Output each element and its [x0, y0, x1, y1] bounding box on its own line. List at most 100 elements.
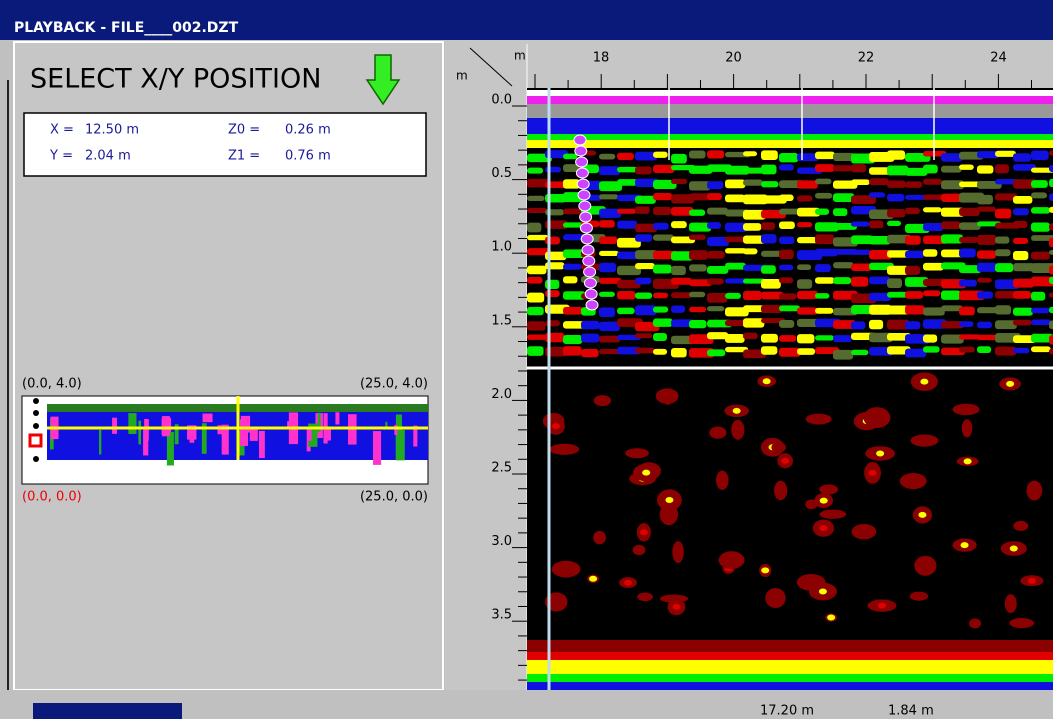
reflection — [552, 561, 581, 578]
band — [689, 320, 706, 328]
band — [815, 152, 835, 159]
band — [563, 154, 577, 160]
reflection — [969, 618, 981, 628]
band — [779, 320, 794, 328]
band — [1031, 180, 1048, 188]
band — [851, 179, 870, 185]
band — [761, 265, 776, 273]
band — [797, 264, 811, 270]
band — [599, 322, 620, 331]
band — [797, 307, 818, 314]
band — [707, 193, 722, 200]
band — [905, 251, 924, 258]
bottom-band — [527, 652, 1053, 660]
band — [905, 181, 922, 188]
map-spot — [167, 432, 174, 466]
band — [761, 334, 778, 343]
band — [1013, 221, 1027, 228]
band — [851, 277, 868, 287]
reflection — [920, 379, 928, 385]
band — [833, 335, 852, 342]
reflection — [660, 595, 688, 603]
band — [545, 167, 561, 173]
page: {"window": {"title": "PLAYBACK - FILE___… — [0, 0, 1053, 719]
band — [779, 222, 795, 229]
reflection — [961, 542, 969, 548]
band — [563, 276, 577, 283]
band — [1049, 237, 1053, 247]
reflection — [852, 524, 877, 539]
band — [1013, 153, 1031, 161]
band — [959, 347, 975, 353]
band — [617, 153, 634, 160]
band — [941, 166, 962, 173]
hyperbola — [580, 223, 592, 233]
map-spot — [203, 414, 213, 423]
reflection — [1006, 381, 1014, 387]
reflection — [962, 419, 972, 437]
band — [671, 266, 686, 275]
map-spot — [240, 419, 248, 446]
band — [977, 235, 997, 245]
band — [653, 265, 672, 274]
reflection — [552, 423, 560, 429]
hyperbola — [580, 212, 592, 222]
band — [653, 319, 673, 327]
band — [887, 194, 904, 202]
reflection — [1005, 594, 1017, 613]
band — [545, 237, 560, 245]
band — [635, 263, 655, 269]
band — [761, 181, 779, 187]
band — [1031, 192, 1047, 198]
band — [995, 249, 1010, 256]
band — [1049, 321, 1053, 330]
map-spot — [335, 412, 339, 424]
readout-value: 0.26 m — [285, 123, 331, 138]
band — [887, 221, 901, 226]
hyperbola — [584, 267, 596, 277]
surface — [527, 96, 1053, 104]
band — [671, 348, 687, 357]
band — [977, 322, 992, 329]
hyperbola — [586, 300, 598, 310]
distance-label: 22 — [858, 51, 875, 66]
band — [887, 150, 905, 159]
band — [563, 346, 582, 356]
surface — [527, 104, 1053, 118]
band — [599, 166, 620, 175]
map-coord: (25.0, 0.0) — [360, 490, 428, 505]
readout-value: 2.04 m — [85, 149, 131, 164]
band — [923, 223, 944, 231]
band — [779, 164, 794, 170]
readout-label: X = — [50, 123, 74, 138]
band — [653, 235, 674, 241]
reflection — [964, 458, 972, 464]
band — [995, 151, 1016, 157]
band — [689, 250, 708, 260]
reflection — [709, 427, 726, 439]
radargram — [527, 88, 1053, 690]
band — [959, 208, 980, 216]
reflection — [900, 473, 927, 489]
band — [797, 180, 818, 188]
band — [707, 150, 724, 158]
band — [815, 335, 834, 340]
band — [977, 206, 996, 211]
reflection — [1010, 546, 1018, 552]
readout-label: Z1 = — [228, 149, 260, 164]
band — [761, 279, 781, 289]
band — [743, 318, 764, 327]
surface — [527, 90, 1053, 96]
band — [545, 290, 560, 297]
band — [977, 291, 993, 298]
reflection — [716, 471, 729, 490]
band — [617, 221, 637, 229]
band — [527, 346, 544, 356]
band — [833, 208, 847, 216]
band — [635, 333, 652, 338]
band — [653, 333, 667, 341]
window: PLAYBACK - FILE____002.DZT SELECT X/Y PO… — [0, 0, 1053, 719]
band — [581, 349, 599, 357]
map-spot — [308, 430, 312, 441]
band — [815, 277, 835, 283]
